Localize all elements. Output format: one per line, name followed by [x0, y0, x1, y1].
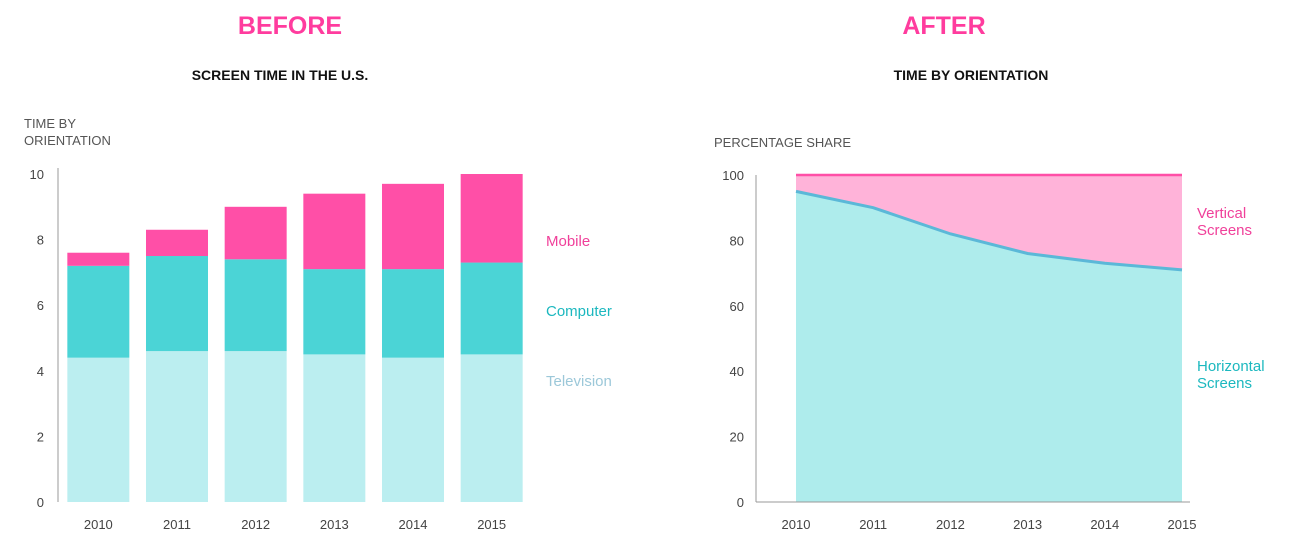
after-x-tick-label: 2015 — [1168, 517, 1197, 532]
bar-television — [224, 351, 287, 502]
bar-computer — [460, 262, 523, 355]
bar-television — [146, 351, 208, 502]
before-x-tick-label: 2012 — [241, 517, 270, 532]
series-label-computer: Computer — [546, 303, 612, 320]
bar-mobile — [224, 206, 287, 260]
bar-television — [67, 357, 130, 502]
bar-computer — [67, 265, 130, 358]
bar-computer — [303, 269, 366, 355]
bar-mobile — [146, 229, 208, 256]
after-y-tick-label: 0 — [737, 495, 744, 510]
area-horizontal-screens — [796, 191, 1182, 502]
after-heading: AFTER — [902, 12, 985, 40]
bar-television — [460, 354, 523, 502]
after-chart-title: TIME BY ORIENTATION — [894, 67, 1049, 83]
before-x-tick-label: 2013 — [320, 517, 349, 532]
series-label-vertical-screens-line2: Screens — [1197, 222, 1252, 239]
area-vertical-screens — [796, 175, 1182, 270]
before-bar-chart: 0 2 4 6 8 10 2010 2011 2012 2013 2014 2015 Televisio… — [30, 167, 612, 532]
before-heading: BEFORE — [238, 12, 342, 40]
before-x-tick-label: 2014 — [399, 517, 428, 532]
bar-mobile — [460, 174, 523, 263]
series-label-horizontal-screens-line2: Screens — [1197, 375, 1252, 392]
before-y-tick-label: 8 — [37, 233, 44, 248]
bar-mobile — [382, 183, 444, 270]
after-x-tick-label: 2014 — [1090, 517, 1119, 532]
series-label-television: Television — [546, 373, 612, 390]
before-y-tick-label: 2 — [37, 429, 44, 444]
bar-television — [303, 354, 366, 502]
after-x-tick-label: 2012 — [936, 517, 965, 532]
before-x-tick-label: 2015 — [477, 517, 506, 532]
bar-computer — [224, 259, 287, 352]
series-label-mobile: Mobile — [546, 233, 590, 250]
before-x-tick-label: 2010 — [84, 517, 113, 532]
bar-computer — [382, 269, 444, 358]
after-y-tick-label: 80 — [730, 233, 744, 248]
before-y-tick-label: 4 — [37, 364, 44, 379]
before-y-tick-label: 10 — [30, 167, 44, 182]
series-label-horizontal-screens-line1: Horizontal — [1197, 358, 1265, 375]
bar-television — [382, 357, 444, 502]
line-horizontal-screens — [795, 189, 1183, 272]
before-y-axis-label-line1: TIME BY — [24, 116, 76, 131]
bar-computer — [146, 256, 208, 352]
before-x-tick-label: 2011 — [163, 517, 191, 532]
before-chart-title: SCREEN TIME IN THE U.S. — [192, 67, 369, 83]
before-y-tick-label: 6 — [37, 298, 44, 313]
series-label-vertical-screens-line1: Vertical — [1197, 205, 1246, 222]
after-x-tick-label: 2010 — [782, 517, 811, 532]
after-y-tick-label: 100 — [722, 168, 744, 183]
after-area-chart: 0 20 40 60 80 100 2010 2011 2012 2013 2014 2015 Vert… — [722, 168, 1264, 532]
bar-mobile — [303, 193, 366, 270]
before-y-axis-label-line2: ORIENTATION — [24, 133, 111, 148]
after-y-tick-label: 20 — [730, 430, 744, 445]
after-y-axis-label: PERCENTAGE SHARE — [714, 135, 851, 150]
before-y-tick-label: 0 — [37, 495, 44, 510]
after-y-tick-label: 60 — [730, 299, 744, 314]
after-x-tick-label: 2011 — [859, 517, 887, 532]
after-y-tick-label: 40 — [730, 364, 744, 379]
bar-mobile — [67, 252, 130, 266]
after-x-tick-label: 2013 — [1013, 517, 1042, 532]
